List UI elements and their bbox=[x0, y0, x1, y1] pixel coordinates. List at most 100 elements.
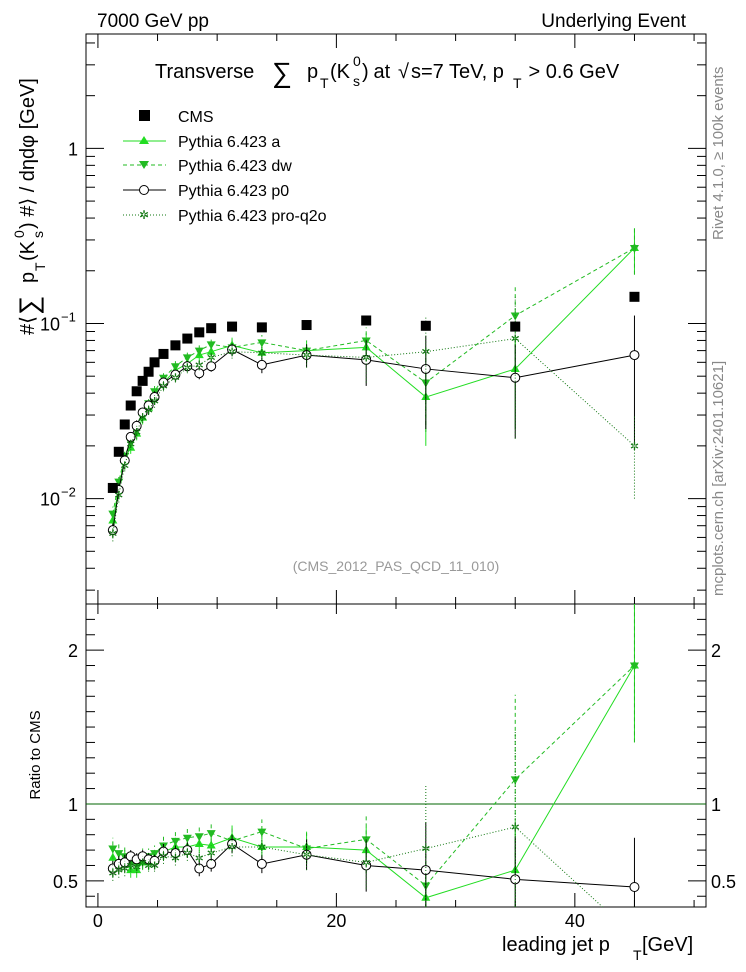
title-cut: > 0.6 GeV bbox=[523, 61, 620, 83]
ratio-point: ✲ bbox=[126, 860, 135, 872]
xlabel-sub: T bbox=[633, 947, 642, 963]
ratio-line-0 bbox=[112, 665, 635, 899]
data-point: ✲ bbox=[362, 352, 371, 364]
data-point: ✲ bbox=[120, 460, 129, 472]
data-point bbox=[510, 312, 520, 321]
series-line-0 bbox=[112, 247, 635, 521]
xlabel-unit: [GeV] bbox=[642, 934, 693, 956]
ratio-point bbox=[150, 850, 160, 859]
cms-data-point bbox=[107, 482, 118, 493]
data-point: ✲ bbox=[183, 363, 192, 375]
ylabel-s: s bbox=[30, 231, 46, 238]
legend-dw-marker bbox=[139, 161, 149, 169]
data-point: ✲ bbox=[150, 396, 159, 408]
y-axis-label: #⟨ ∑ p T (K 0 s ) #⟩ / dηdφ [GeV] bbox=[11, 78, 48, 335]
cms-data-point bbox=[149, 357, 160, 368]
ylabel-sum: ∑ bbox=[14, 296, 44, 315]
ratio-point: ✲ bbox=[183, 848, 192, 860]
cms-data-point bbox=[158, 348, 169, 359]
rivet-label: Rivet 4.1.0, ≥ 100k events bbox=[710, 67, 727, 240]
header-left: 7000 GeV pp bbox=[97, 11, 209, 32]
ylabel-hash: #⟨ bbox=[17, 316, 39, 335]
ratio-point bbox=[206, 830, 216, 839]
ratio-point bbox=[108, 845, 118, 854]
cms-data-point bbox=[194, 327, 205, 338]
legend-a: Pythia 6.423 a bbox=[178, 134, 280, 151]
data-point: ✲ bbox=[421, 347, 430, 359]
cms-data-point bbox=[361, 315, 372, 326]
title-mid: at bbox=[368, 61, 396, 83]
x-tick-label: 20 bbox=[326, 911, 346, 931]
series-line-1 bbox=[112, 247, 635, 514]
ratio-point bbox=[182, 834, 192, 843]
data-point bbox=[158, 377, 169, 388]
legend-a-marker bbox=[139, 136, 149, 144]
data-point bbox=[194, 347, 204, 356]
data-point: ✲ bbox=[227, 347, 236, 359]
data-point bbox=[194, 368, 205, 379]
title-zero: 0 bbox=[353, 53, 361, 69]
data-point bbox=[256, 359, 267, 370]
legend-p0: Pythia 6.423 p0 bbox=[178, 183, 289, 200]
title-T: T bbox=[320, 75, 329, 91]
data-point: ✲ bbox=[159, 381, 168, 393]
ratio-point: ✲ bbox=[171, 853, 180, 865]
ratio-point bbox=[629, 662, 639, 671]
legend-cms: CMS bbox=[178, 109, 214, 126]
series-layer: ✲✲✲✲✲✲✲✲✲✲✲ ✲✲ ✲ ✲ ✲ ✲ ✲✲✲ bbox=[107, 228, 640, 542]
data-point: ✲ bbox=[171, 373, 180, 385]
title-lead: Transverse bbox=[155, 61, 254, 83]
series-line-3 bbox=[112, 338, 635, 534]
legend-q2o: Pythia 6.423 pro-q2o bbox=[178, 208, 327, 225]
y-tick-exponent: −2 bbox=[61, 485, 76, 500]
data-point: ✲ bbox=[630, 441, 639, 453]
analysis-watermark: (CMS_2012_PAS_QCD_11_010) bbox=[293, 558, 500, 574]
data-point: ✲ bbox=[195, 360, 204, 372]
ratio-point: ✲ bbox=[227, 842, 236, 854]
cms-data-point bbox=[227, 321, 238, 332]
title-sum: ∑ bbox=[272, 57, 292, 88]
data-point: ✲ bbox=[126, 439, 135, 451]
data-point bbox=[206, 346, 216, 355]
data-point: ✲ bbox=[114, 490, 123, 502]
ylabel-T: T bbox=[32, 262, 48, 271]
title-K: (K bbox=[330, 61, 351, 83]
ratio-point bbox=[256, 858, 267, 869]
cms-data-point bbox=[182, 333, 193, 344]
data-point bbox=[257, 339, 267, 348]
ylabel-p: p bbox=[17, 272, 39, 283]
x-axis-label: leading jet p T [GeV] bbox=[502, 934, 693, 963]
legend: CMS Pythia 6.423 a Pythia 6.423 dw Pythi… bbox=[123, 109, 327, 225]
ratio-point bbox=[194, 833, 204, 842]
legend-cms-marker bbox=[139, 110, 150, 121]
ratio-point: ✲ bbox=[108, 868, 117, 880]
data-point: ✲ bbox=[138, 413, 147, 425]
data-point bbox=[257, 347, 267, 356]
ratio-point: ✲ bbox=[257, 842, 266, 854]
ratio-point bbox=[257, 828, 267, 837]
ratio-tick-label: 1 bbox=[68, 795, 78, 815]
data-point: ✲ bbox=[302, 350, 311, 362]
ylabel-rest: ) #⟩ / dηdφ [GeV] bbox=[17, 78, 39, 229]
ratio-point bbox=[257, 842, 267, 851]
cms-data-point bbox=[510, 321, 521, 332]
xlabel-main: leading jet p bbox=[502, 934, 610, 956]
data-point bbox=[182, 354, 192, 363]
ratio-point: ✲ bbox=[302, 850, 311, 862]
ratio-point: ✲ bbox=[159, 851, 168, 863]
y-tick-label: 1 bbox=[68, 139, 78, 159]
title-close: ) bbox=[362, 61, 369, 83]
ratio-point: ✲ bbox=[120, 864, 129, 876]
ratio-point: ✲ bbox=[421, 844, 430, 856]
ratio-tick-label: 2 bbox=[68, 641, 78, 661]
ratio-tick-label-right: 0.5 bbox=[711, 872, 736, 892]
data-point: ✲ bbox=[132, 427, 141, 439]
data-point: ✲ bbox=[108, 529, 117, 541]
ylabel-zero: 0 bbox=[11, 230, 27, 238]
ratio-point: ✲ bbox=[138, 857, 147, 869]
ratio-point bbox=[629, 882, 640, 893]
y-tick-label: 10 bbox=[40, 490, 60, 510]
plot-title: Transverse ∑ p T (K 0 s ) at √ s=7 TeV, … bbox=[155, 53, 620, 91]
ratio-y-label: Ratio to CMS bbox=[27, 710, 44, 799]
